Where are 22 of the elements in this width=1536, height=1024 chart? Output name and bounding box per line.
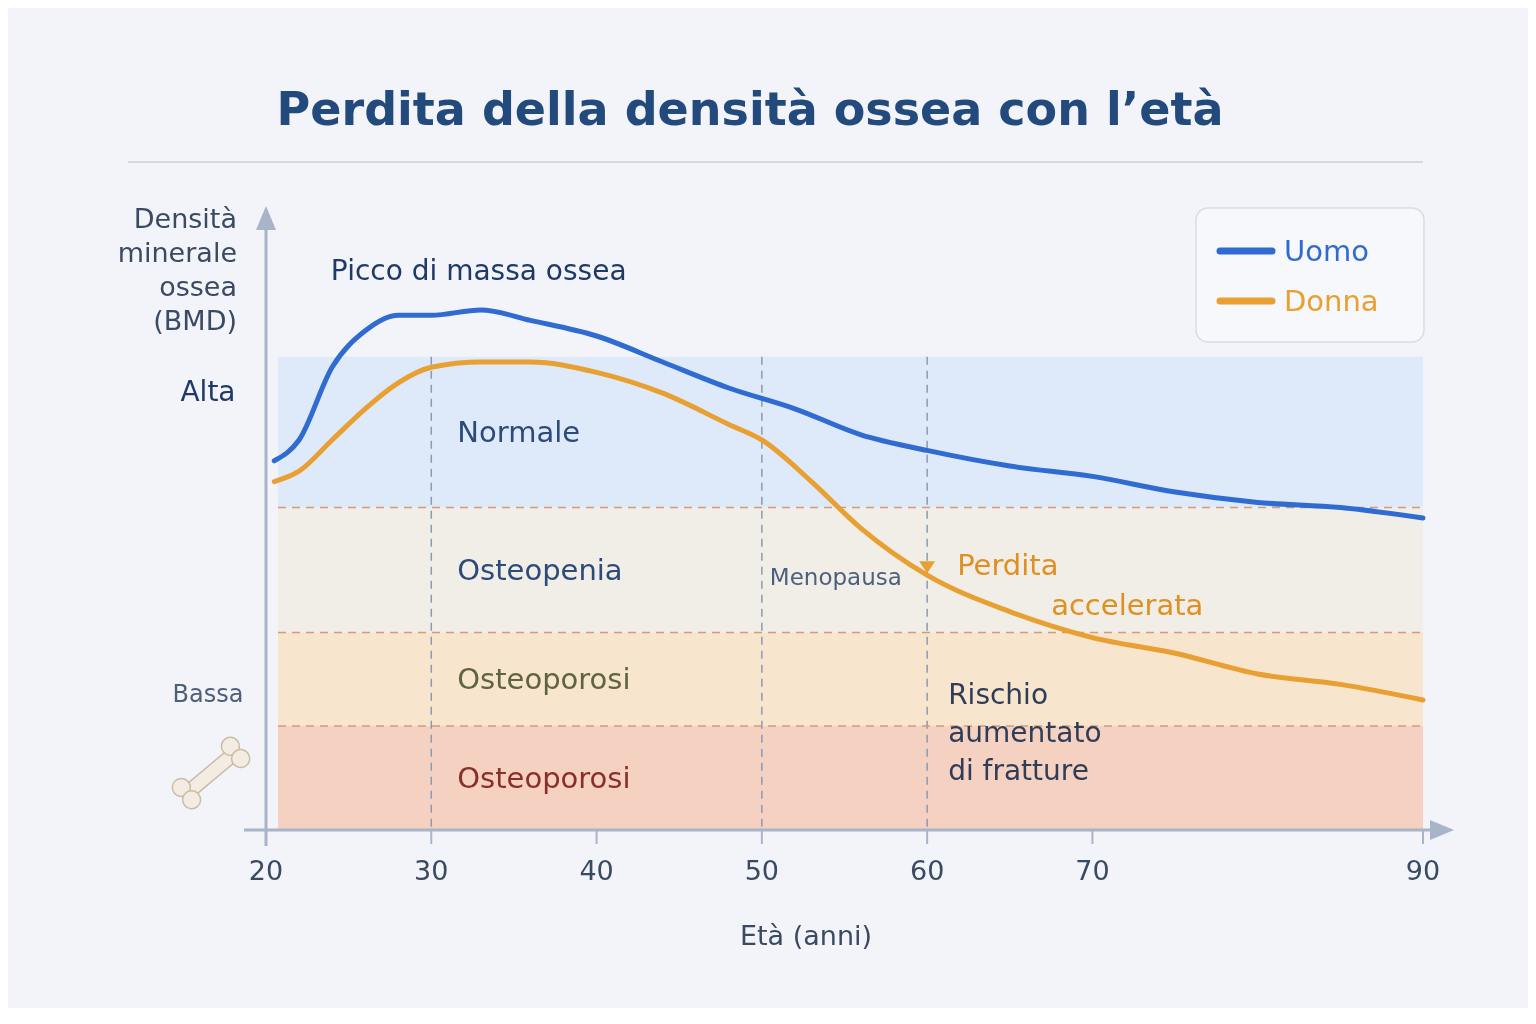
band-label: Osteoporosi: [457, 761, 631, 795]
x-tick-label: 20: [248, 855, 284, 886]
x-tick-label: 70: [1075, 855, 1110, 886]
chart-title: Perdita della densità ossea con l’età: [276, 82, 1224, 136]
band-label: Normale: [457, 415, 581, 450]
band-label: Osteopenia: [457, 553, 623, 587]
text: Alta: [180, 375, 236, 408]
annotation: Rischio aumentato di fratture: [948, 678, 1102, 787]
x-tick-label: 60: [909, 855, 945, 886]
x-tick-label: 50: [744, 855, 780, 886]
y-axis-title: Densità minerale ossea (BMD): [117, 203, 237, 336]
legend-label: Uomo: [1284, 234, 1369, 268]
annotation: Perdita accelerata: [957, 548, 1204, 623]
x-axis-title: Età (anni): [739, 920, 873, 951]
band-label: Osteoporosi: [457, 662, 631, 697]
legend-label: Donna: [1284, 284, 1379, 318]
annotation: Picco di massa ossea: [330, 254, 627, 287]
ref-line-label: Menopausa: [769, 564, 902, 590]
x-tick-label: 90: [1405, 855, 1441, 886]
x-tick-label: 40: [579, 855, 614, 886]
text: Bassa: [172, 680, 244, 708]
x-tick-label: 30: [414, 855, 449, 886]
